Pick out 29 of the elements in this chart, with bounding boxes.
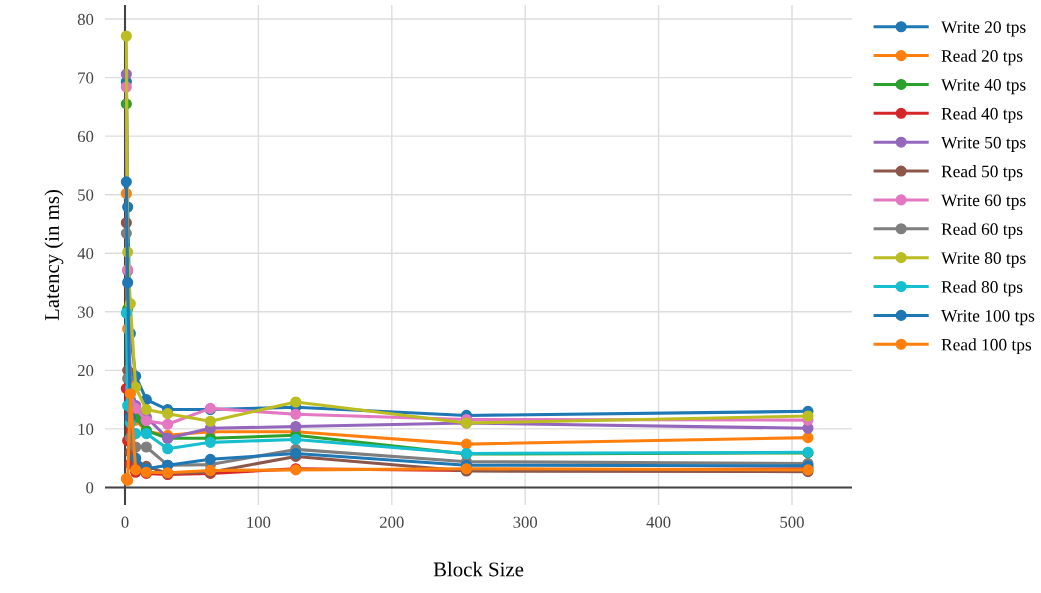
x-tick-label: 0 xyxy=(121,516,129,528)
legend-label: Read 60 tps xyxy=(941,222,1023,239)
legend-label: Write 50 tps xyxy=(941,136,1026,152)
y-tick-label: 50 xyxy=(78,189,94,201)
legend-label: Write 40 tps xyxy=(941,78,1026,95)
y-tick-label: 10 xyxy=(78,423,94,435)
x-tick-label: 200 xyxy=(380,516,404,528)
y-tick-label: 30 xyxy=(78,306,94,318)
y-tick-label: 20 xyxy=(77,365,94,377)
x-tick-label: 100 xyxy=(247,516,271,528)
x-tick-label: 500 xyxy=(780,516,804,528)
y-tick-label: 0 xyxy=(86,482,94,494)
legend-label: Read 50 tps xyxy=(941,165,1023,181)
legend-label: Read 100 tps xyxy=(941,338,1032,355)
y-tick-label: 60 xyxy=(77,130,94,143)
y-tick-label: 40 xyxy=(77,247,94,260)
legend-label: Write 100 tps xyxy=(941,309,1035,326)
legend-label: Write 20 tps xyxy=(941,21,1026,37)
legend-label: Read 20 tps xyxy=(941,49,1023,66)
y-axis-title: Latency (in ms) xyxy=(44,189,64,321)
x-axis-title: Block Size xyxy=(433,561,524,577)
y-tick-label: 80 xyxy=(77,13,94,25)
x-tick-label: 300 xyxy=(513,516,538,528)
legend-label: Read 80 tps xyxy=(941,280,1023,297)
y-tick-label: 70 xyxy=(78,72,94,84)
legend-label: Read 40 tps xyxy=(941,107,1023,124)
x-tick-label: 400 xyxy=(646,516,671,528)
legend-label: Write 60 tps xyxy=(941,194,1026,210)
legend-label: Write 80 tps xyxy=(941,252,1026,268)
